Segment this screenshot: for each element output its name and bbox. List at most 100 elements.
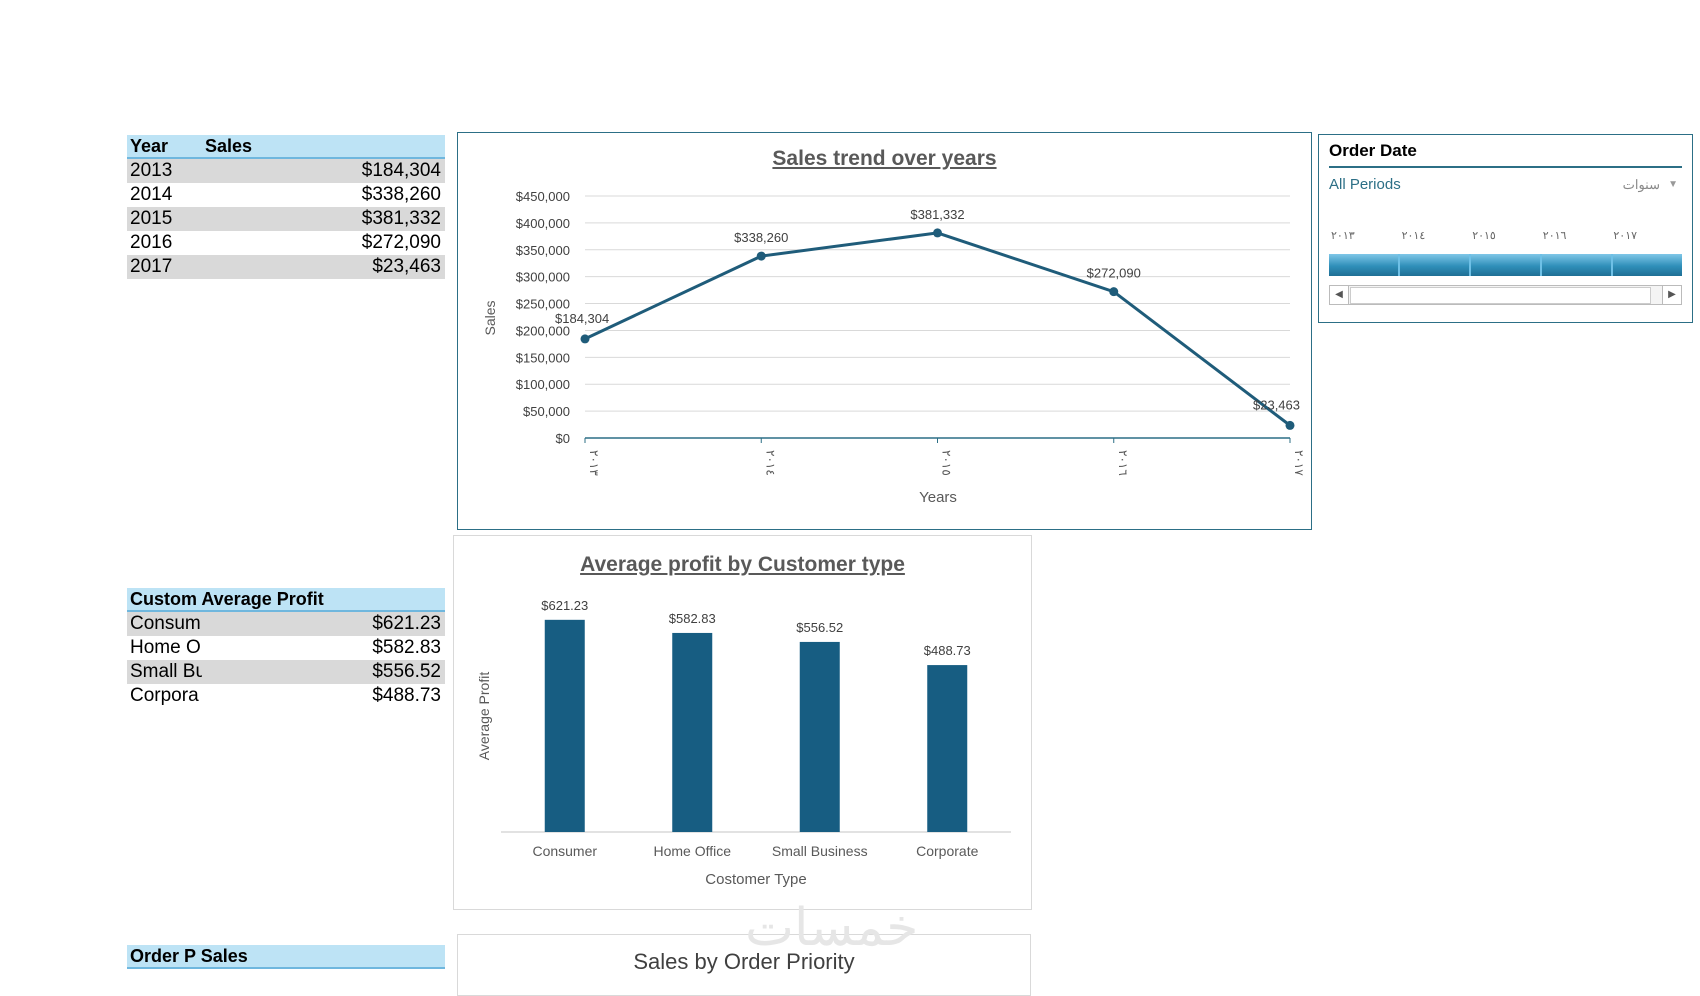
- order-priority-table: Order P Sales: [127, 945, 445, 969]
- y-axis-title: Average Profit: [476, 672, 492, 761]
- row-value: $184,304: [361, 160, 441, 181]
- x-tick-label: ٢٠١٥: [940, 450, 954, 476]
- data-label: $582.83: [669, 611, 716, 626]
- y-tick-label: $0: [556, 431, 570, 446]
- header-sales[interactable]: Sales: [205, 136, 253, 156]
- timeline-year-label: ٢٠١٧: [1613, 230, 1638, 242]
- x-tick-label: ٢٠١٤: [763, 450, 777, 476]
- scroll-left-icon[interactable]: ◀: [1330, 286, 1349, 304]
- timeline-year-label: ٢٠١٦: [1542, 230, 1567, 242]
- bar-chart-plot: $621.23 Consumer $582.83 Home Office $556.52…: [476, 598, 1011, 888]
- data-label: $488.73: [924, 643, 971, 658]
- row-label: 2016: [130, 232, 173, 253]
- x-tick-label: ٢٠١٣: [587, 450, 601, 476]
- row-label: Home O: [130, 637, 201, 658]
- data-point: [1285, 420, 1295, 430]
- y-tick-label: $50,000: [523, 404, 570, 419]
- row-label: 2017: [130, 256, 173, 277]
- row-label: 2013: [130, 160, 173, 181]
- timeline-year-label: ٢٠١٣: [1331, 230, 1355, 242]
- y-tick-label: $300,000: [516, 270, 570, 285]
- scroll-right-icon[interactable]: ▶: [1662, 286, 1681, 304]
- row-value: $338,260: [361, 184, 441, 205]
- table-row[interactable]: 2013 $184,304: [127, 159, 445, 183]
- row-value: $272,090: [361, 232, 441, 253]
- time-level-select[interactable]: سنوات: [1622, 177, 1660, 192]
- sales-line: [584, 231, 1291, 427]
- watermark-logo: خمسات: [745, 898, 919, 958]
- chart-title: Sales trend over years: [772, 147, 997, 170]
- x-axis-title: Years: [919, 489, 957, 506]
- table-row[interactable]: Home O $582.83: [127, 636, 445, 660]
- x-tick-label: Corporate: [916, 843, 978, 859]
- row-label: 2014: [130, 184, 173, 205]
- x-tick-label: Home Office: [653, 843, 731, 859]
- bar: [799, 641, 840, 832]
- year-sales-table: Year Sales 2013 $184,304 2014 $338,260 201…: [127, 135, 445, 279]
- row-label: Small Bu: [130, 661, 202, 682]
- y-tick-label: $200,000: [516, 323, 570, 338]
- y-tick-label: $100,000: [516, 377, 570, 392]
- table-header[interactable]: Order P Sales: [127, 945, 445, 969]
- data-label: $23,463: [1253, 397, 1300, 412]
- timeline-bar[interactable]: [1329, 254, 1682, 276]
- table-row[interactable]: Small Bu $556.52: [127, 660, 445, 684]
- timeline-segment[interactable]: [1542, 254, 1613, 276]
- chart-title: Average profit by Customer type: [580, 553, 905, 576]
- line-chart-plot: $0 $50,000 $100,000 $150,000 $200,000 $250,00…: [482, 189, 1306, 506]
- table-row[interactable]: 2015 $381,332: [127, 207, 445, 231]
- data-label: $381,332: [910, 207, 964, 222]
- timeline-segment[interactable]: [1400, 254, 1471, 276]
- timeline-segment[interactable]: [1329, 254, 1400, 276]
- data-point: [1109, 287, 1119, 297]
- timeline-year-label: ٢٠١٥: [1472, 230, 1496, 242]
- scrollbar-thumb[interactable]: [1350, 287, 1651, 304]
- data-label: $338,260: [734, 230, 788, 245]
- row-label: Corpora: [130, 685, 199, 706]
- y-tick-label: $400,000: [516, 216, 570, 231]
- timeline-segment[interactable]: [1613, 254, 1682, 276]
- row-value: $556.52: [372, 661, 441, 682]
- x-tick-label: ٢٠١٧: [1292, 450, 1306, 476]
- y-tick-label: $250,000: [516, 297, 570, 312]
- row-value: $582.83: [372, 637, 441, 658]
- x-axis-title: Costomer Type: [705, 871, 806, 888]
- data-label: $556.52: [796, 620, 843, 635]
- order-date-timeline-slicer[interactable]: Order Date All Periods سنوات ▼ ٢٠١٣ ٢٠١٤…: [1318, 134, 1693, 323]
- table-header[interactable]: Custom Average Profit: [127, 588, 445, 612]
- order-priority-chart[interactable]: Sales by Order Priority: [457, 934, 1031, 996]
- table-row[interactable]: 2014 $338,260: [127, 183, 445, 207]
- chart-title: Sales by Order Priority: [633, 949, 855, 974]
- slicer-title: Order Date: [1329, 141, 1417, 160]
- x-tick-label: Small Business: [772, 843, 868, 859]
- y-tick-label: $450,000: [516, 189, 570, 204]
- row-value: $23,463: [372, 256, 441, 277]
- data-point: [756, 251, 766, 261]
- row-value: $621.23: [372, 613, 441, 634]
- table-row[interactable]: Consum $621.23: [127, 612, 445, 636]
- header-label: Custom Average Profit: [130, 589, 324, 609]
- row-label: 2015: [130, 208, 173, 229]
- timeline-year-label: ٢٠١٤: [1401, 230, 1426, 242]
- y-axis-title: Sales: [482, 300, 498, 335]
- table-row[interactable]: 2017 $23,463: [127, 255, 445, 279]
- timeline-scrollbar[interactable]: ◀ ▶: [1329, 285, 1682, 305]
- y-tick-label: $150,000: [516, 350, 570, 365]
- avg-profit-chart[interactable]: Average profit by Customer type $621.23 C…: [453, 535, 1032, 910]
- slicer-divider: [1329, 166, 1682, 168]
- data-label: $272,090: [1087, 266, 1141, 281]
- table-row[interactable]: 2016 $272,090: [127, 231, 445, 255]
- row-label: Consum: [130, 613, 201, 634]
- header-year[interactable]: Year: [130, 136, 169, 156]
- data-point: [933, 228, 942, 238]
- table-header: Year Sales: [127, 135, 445, 159]
- x-tick-label: ٢٠١٦: [1116, 450, 1130, 476]
- y-tick-label: $350,000: [516, 243, 570, 258]
- chevron-down-icon[interactable]: ▼: [1668, 179, 1678, 190]
- timeline-segment[interactable]: [1471, 254, 1542, 276]
- bar: [544, 619, 585, 832]
- table-row[interactable]: Corpora $488.73: [127, 684, 445, 708]
- bar: [927, 665, 968, 832]
- row-value: $488.73: [372, 685, 441, 706]
- sales-trend-chart[interactable]: Sales trend over years $0 $50,000 $100,000…: [457, 132, 1312, 530]
